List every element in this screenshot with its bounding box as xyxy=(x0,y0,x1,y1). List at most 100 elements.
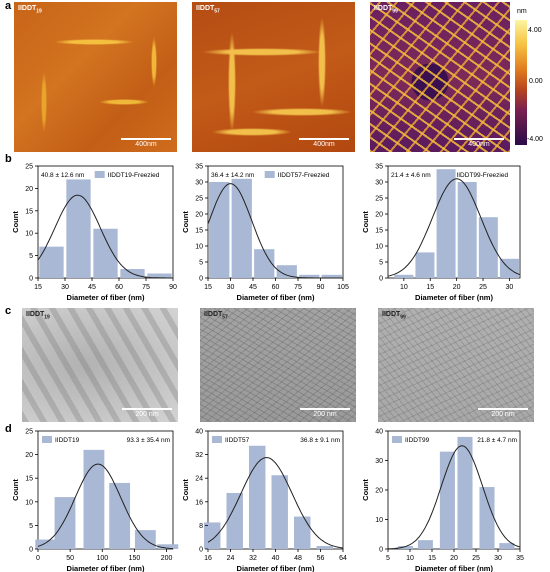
histogram-bar xyxy=(271,475,288,549)
y-tick-label: 40 xyxy=(375,429,383,436)
fit-annotation: 40.8 ± 12.6 nm xyxy=(41,172,84,179)
fit-annotation: 93.3 ± 35.4 nm xyxy=(127,437,170,444)
afm-scalebar-3: 400nm xyxy=(454,138,504,148)
colorbar-max: 4.00 xyxy=(528,27,542,34)
x-tick-label: 35 xyxy=(516,555,524,562)
y-tick-label: 5 xyxy=(29,253,33,260)
y-tick-label: 15 xyxy=(25,476,33,483)
legend-swatch xyxy=(264,171,275,178)
y-tick-label: 10 xyxy=(25,499,33,506)
y-axis-label: Count xyxy=(361,479,370,501)
y-axis-label: Count xyxy=(181,479,190,501)
histogram-bar xyxy=(457,182,477,278)
afm-image-iiddt57: IIDDT57 400nm xyxy=(192,2,355,152)
histogram-bar xyxy=(248,445,266,549)
legend-swatch xyxy=(42,436,52,443)
y-tick-label: 24 xyxy=(195,476,203,483)
histogram-bar xyxy=(499,543,515,549)
y-tick-label: 10 xyxy=(375,517,383,524)
histogram-d-2: 16 24 32 40 48 56 64 0 8 16 24 32 40 Diameter of fibe… xyxy=(181,429,347,572)
y-tick-label: 35 xyxy=(195,164,203,171)
x-tick-label: 100 xyxy=(96,555,108,562)
y-axis-label: Count xyxy=(181,211,190,233)
histogram-bar xyxy=(231,178,252,278)
colorbar-min: -4.00 xyxy=(527,136,543,143)
legend-label: IIDDT19 xyxy=(55,437,80,444)
x-axis-label: Diameter of fiber (nm) xyxy=(237,564,315,572)
x-tick-label: 30 xyxy=(494,555,502,562)
colorbar-mid: 0.00 xyxy=(529,78,543,85)
x-tick-label: 15 xyxy=(204,284,212,291)
gaussian-fit-line xyxy=(37,463,174,550)
afm-image-iiddt99: IIDDT99 400nm xyxy=(370,2,510,152)
histogram-bar xyxy=(417,540,433,549)
y-tick-label: 32 xyxy=(195,452,203,459)
legend-swatch xyxy=(392,436,402,443)
histogram-d-3: 5 10 15 20 25 30 35 0 10 20 30 40 Diameter of fiber … xyxy=(361,429,524,572)
y-tick-label: 20 xyxy=(375,488,383,495)
tem-image-iiddt99: IIDDT99 200 nm xyxy=(378,308,534,422)
y-tick-label: 0 xyxy=(199,276,203,283)
colorbar-unit: nm xyxy=(517,8,527,15)
tem-image-iiddt57: IIDDT57 200 nm xyxy=(200,308,356,422)
histogram-bar xyxy=(276,265,297,278)
histogram-bar xyxy=(157,544,179,549)
legend-label: IIDDT57 xyxy=(225,437,250,444)
x-tick-label: 48 xyxy=(294,555,302,562)
legend-swatch xyxy=(212,436,222,443)
y-tick-label: 15 xyxy=(195,228,203,235)
x-tick-label: 50 xyxy=(66,555,74,562)
afm-scalebar-2: 400nm xyxy=(299,138,349,148)
x-axis-label: Diameter of fiber (nm) xyxy=(67,293,145,302)
histogram-bar xyxy=(299,274,320,278)
x-tick-label: 10 xyxy=(406,555,414,562)
fit-annotation: 21.4 ± 4.6 nm xyxy=(391,172,431,179)
x-tick-label: 30 xyxy=(506,284,514,291)
histograms-b: 15 30 45 60 75 90 0 5 10 15 20 25 Diameter of fiber … xyxy=(11,164,521,303)
y-tick-label: 25 xyxy=(25,164,33,171)
y-tick-label: 10 xyxy=(195,244,203,251)
x-tick-label: 56 xyxy=(317,555,325,562)
histogram-bar xyxy=(293,516,311,549)
x-axis-label: Diameter of fiber (nm) xyxy=(67,564,145,572)
x-tick-label: 75 xyxy=(142,284,150,291)
tem-scalebar-3: 200 nm xyxy=(478,408,528,418)
x-axis-label: Diameter of fiber (nm) xyxy=(415,564,493,572)
y-tick-label: 25 xyxy=(195,196,203,203)
fit-annotation: 36.4 ± 14.2 nm xyxy=(211,172,254,179)
y-axis-label: Count xyxy=(11,211,20,233)
tem-label-2: IIDDT57 xyxy=(204,311,228,321)
y-tick-label: 25 xyxy=(25,429,33,436)
histogram-bar xyxy=(457,436,473,549)
y-tick-label: 0 xyxy=(29,276,33,283)
afm-label-2: IIDDT57 xyxy=(196,5,220,15)
histogram-bar xyxy=(394,274,414,278)
panel-letter-a: a xyxy=(5,0,12,12)
y-tick-label: 0 xyxy=(199,547,203,554)
y-tick-label: 20 xyxy=(195,212,203,219)
y-tick-label: 20 xyxy=(375,212,383,219)
histogram-bar xyxy=(147,273,172,278)
y-tick-label: 8 xyxy=(199,523,203,530)
histogram-bar xyxy=(316,546,333,549)
y-tick-label: 10 xyxy=(25,231,33,238)
histogram-bar xyxy=(109,482,131,549)
y-tick-label: 5 xyxy=(379,260,383,267)
histogram-bar xyxy=(398,546,414,549)
y-axis-label: Count xyxy=(11,479,20,501)
x-tick-label: 90 xyxy=(169,284,177,291)
histogram-bar xyxy=(439,451,455,549)
y-tick-label: 40 xyxy=(195,429,203,436)
histogram-d-1: 0 50 100 150 200 0 5 10 15 20 25 Diameter of fiber … xyxy=(11,429,179,572)
tem-label-1: IIDDT19 xyxy=(26,311,50,321)
x-tick-label: 10 xyxy=(400,284,408,291)
afm-image-iiddt19: IIDDT19 400nm xyxy=(14,2,177,152)
legend-label: IIDDT99 xyxy=(405,437,430,444)
fit-annotation: 36.8 ± 9.1 nm xyxy=(300,437,340,444)
histogram-b-2: 15 30 45 60 75 90 105 0 5 10 15 20 25 30 35 Diameter of… xyxy=(181,164,349,303)
fit-annotation: 21.8 ± 4.7 nm xyxy=(477,437,517,444)
x-tick-label: 15 xyxy=(34,284,42,291)
histogram-bar xyxy=(203,522,221,549)
x-tick-label: 60 xyxy=(272,284,280,291)
